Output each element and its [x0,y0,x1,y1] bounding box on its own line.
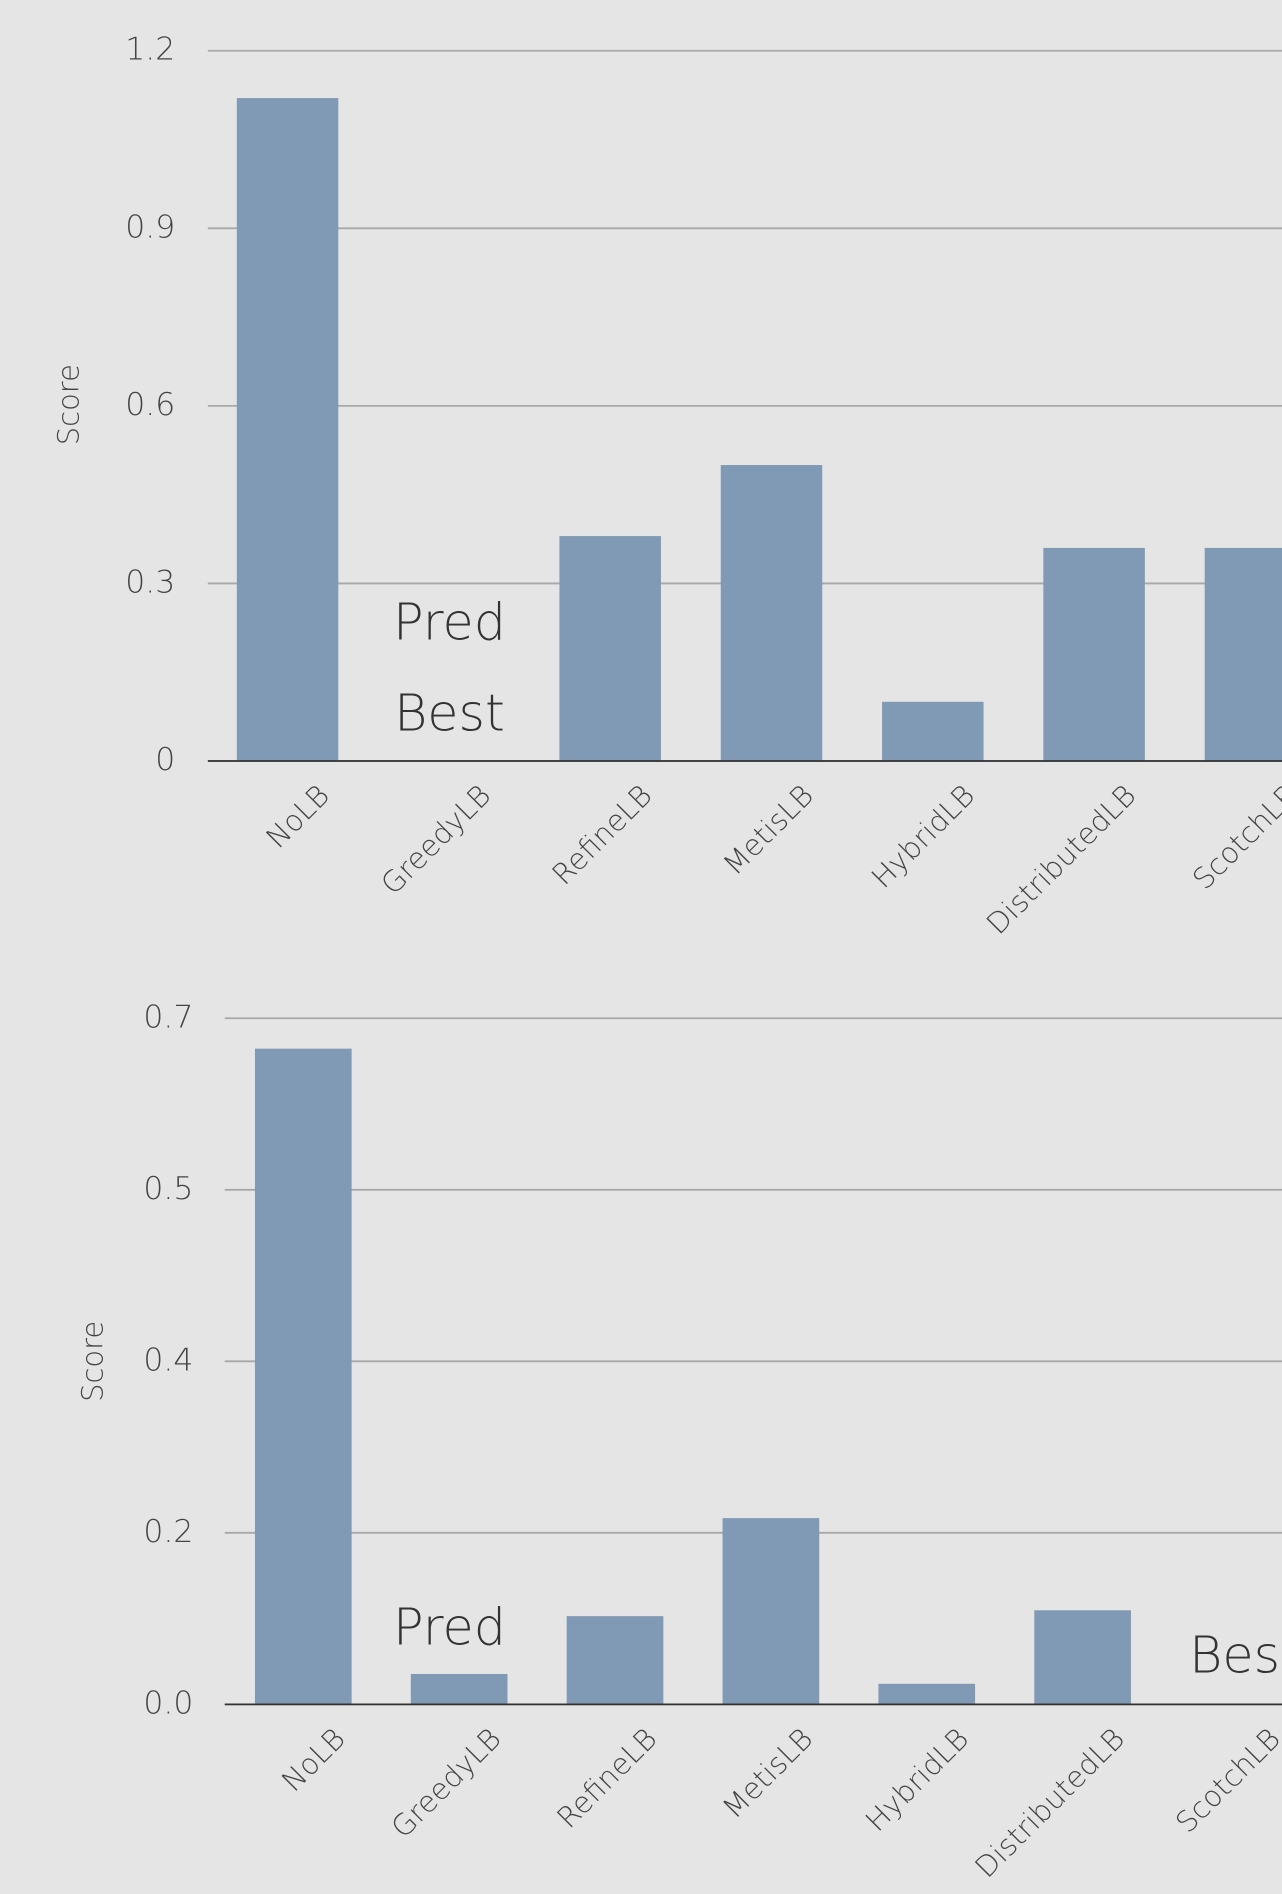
x-tick-label: HybridLB [865,778,982,895]
y-tick-label: 0.4 [143,1342,193,1378]
y-tick-label: 0.6 [125,387,175,423]
x-tick-label: NoLB [275,1722,352,1799]
bar [1034,1610,1131,1705]
x-tick-label: ScotchLB [1169,1722,1282,1840]
bar [566,1616,664,1705]
y-axis-label: Score [76,1321,110,1402]
y-tick-label: 0 [155,742,175,778]
x-tick-label: NoLB [259,778,336,855]
bar [878,1683,976,1705]
bar [720,465,823,761]
x-tick-label: DistributedLB [980,778,1143,941]
bar [559,536,661,761]
bar [410,1673,508,1705]
annotation: Pred [393,593,506,652]
bar [1204,547,1282,761]
x-tick-label: HybridLB [859,1722,976,1839]
y-tick-label: 0.7 [143,999,193,1035]
annotation: Best [394,683,505,742]
bar [722,1518,820,1705]
y-tick-label: 0.3 [125,564,175,600]
x-tick-label: RefineLB [545,778,658,891]
bar [882,701,984,761]
y-tick-label: 0.0 [143,1685,193,1721]
x-tick-label: GreedyLB [374,778,497,901]
bar [236,98,339,761]
x-tick-label: ScotchLB [1186,778,1282,896]
y-tick-label: 0.9 [125,209,175,245]
bar [1043,547,1145,761]
bar [254,1048,352,1705]
x-tick-label: MetisLB [716,1722,820,1826]
y-tick-label: 0.5 [143,1171,193,1207]
y-tick-label: 0.2 [143,1514,193,1550]
x-tick-label: DistributedLB [968,1722,1131,1885]
y-axis-label: Score [52,364,86,445]
y-tick-label: 1.2 [125,32,175,68]
x-tick-label: RefineLB [550,1722,663,1835]
x-tick-label: GreedyLB [384,1722,507,1845]
annotation: Best [1189,1625,1282,1684]
x-tick-label: MetisLB [716,778,820,882]
annotation: Pred [393,1598,506,1657]
